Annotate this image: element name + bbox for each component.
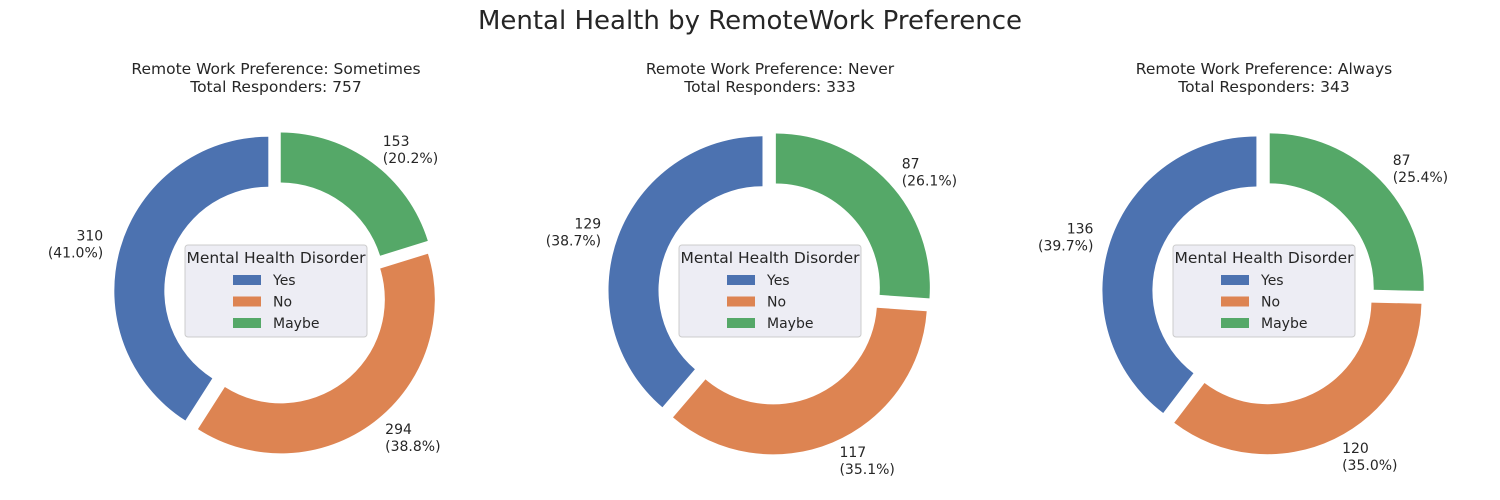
slice-yes bbox=[608, 136, 763, 408]
legend-swatch-yes bbox=[727, 275, 755, 285]
legend-swatch-maybe bbox=[1221, 318, 1249, 328]
legend-swatch-no bbox=[233, 296, 261, 307]
legend-label-no: No bbox=[767, 295, 786, 311]
slice-no bbox=[672, 307, 927, 455]
legend-box bbox=[184, 244, 368, 338]
slice-yes bbox=[1102, 136, 1257, 414]
slice-label-yes: 129 (38.7%) bbox=[546, 217, 601, 250]
panel-subtitle: Total Responders: 757 bbox=[189, 78, 362, 96]
figure-title: Mental Health by RemoteWork Preference bbox=[478, 6, 1022, 36]
slice-no bbox=[197, 253, 435, 454]
legend-swatch-no bbox=[1221, 296, 1249, 307]
legend-title: Mental Health Disorder bbox=[1174, 249, 1354, 267]
slice-label-no: 120 (35.0%) bbox=[1342, 441, 1397, 474]
slice-label-maybe: 87 (25.4%) bbox=[1393, 153, 1448, 186]
legend-label-maybe: Maybe bbox=[273, 316, 319, 332]
legend-swatch-maybe bbox=[233, 318, 261, 328]
legend-swatch-maybe bbox=[727, 318, 755, 328]
legend-label-maybe: Maybe bbox=[1261, 316, 1307, 332]
slice-label-no: 294 (38.8%) bbox=[385, 422, 440, 455]
legend-title: Mental Health Disorder bbox=[186, 249, 366, 267]
slice-no bbox=[1174, 302, 1422, 455]
panel-title: Remote Work Preference: Sometimes bbox=[131, 60, 420, 78]
legend-label-yes: Yes bbox=[766, 273, 790, 289]
slice-label-maybe: 87 (26.1%) bbox=[902, 156, 957, 189]
legend-box bbox=[1172, 244, 1356, 338]
panel-subtitle: Total Responders: 333 bbox=[683, 78, 856, 96]
legend-label-no: No bbox=[273, 295, 292, 311]
legend-swatch-yes bbox=[233, 275, 261, 285]
panel-subtitle: Total Responders: 343 bbox=[1177, 78, 1350, 96]
slice-label-no: 117 (35.1%) bbox=[839, 445, 894, 478]
slice-maybe bbox=[775, 133, 930, 299]
slice-yes bbox=[114, 136, 269, 421]
legend-swatch-yes bbox=[1221, 275, 1249, 285]
panel-title: Remote Work Preference: Always bbox=[1136, 60, 1392, 78]
legend-box bbox=[678, 244, 862, 338]
legend-label-yes: Yes bbox=[272, 273, 296, 289]
legend-swatch-no bbox=[727, 296, 755, 307]
legend: Mental Health Disorder Yes No Maybe bbox=[1172, 244, 1356, 338]
legend-title: Mental Health Disorder bbox=[680, 249, 860, 267]
legend: Mental Health Disorder Yes No Maybe bbox=[184, 244, 368, 338]
legend-label-no: No bbox=[1261, 295, 1280, 311]
slice-maybe bbox=[1269, 133, 1424, 291]
panel-title: Remote Work Preference: Never bbox=[646, 60, 895, 78]
legend-label-yes: Yes bbox=[1260, 273, 1284, 289]
slice-maybe bbox=[280, 132, 428, 256]
legend: Mental Health Disorder Yes No Maybe bbox=[678, 244, 862, 338]
legend-label-maybe: Maybe bbox=[767, 316, 813, 332]
slice-label-yes: 136 (39.7%) bbox=[1038, 221, 1093, 254]
slice-label-maybe: 153 (20.2%) bbox=[383, 134, 438, 167]
slice-label-yes: 310 (41.0%) bbox=[48, 229, 103, 262]
